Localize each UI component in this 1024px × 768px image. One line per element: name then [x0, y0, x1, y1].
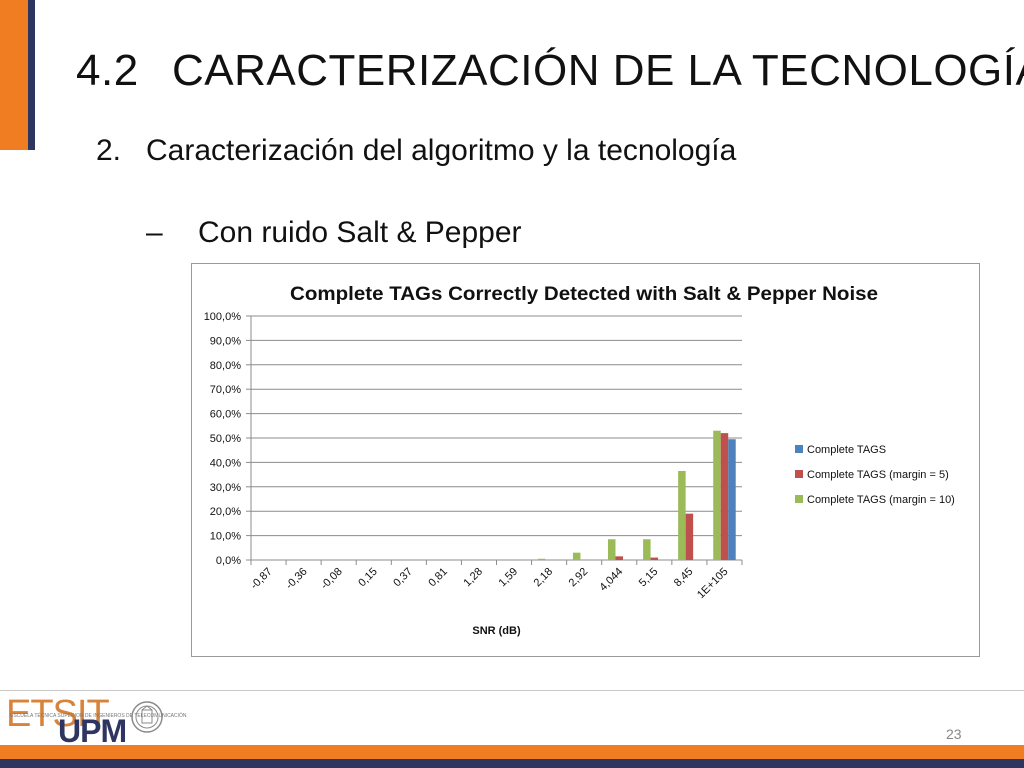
list-item-number: 2. [96, 134, 122, 167]
x-tick-label: 2,18 [532, 566, 556, 590]
legend-label: Complete TAGS (margin = 10) [807, 494, 955, 506]
bar [537, 558, 546, 560]
y-tick-label: 60,0% [210, 409, 241, 421]
x-tick-label: -0,36 [284, 566, 310, 592]
y-tick-label: 10,0% [210, 531, 241, 543]
x-tick-label: 1,28 [461, 566, 485, 590]
chart-title: Complete TAGs Correctly Detected with Sa… [290, 284, 878, 305]
bar [650, 557, 659, 560]
y-tick-label: 30,0% [210, 482, 241, 494]
bar [608, 539, 616, 560]
accent-bar-orange [0, 0, 28, 150]
bar-chart: Complete TAGs Correctly Detected with Sa… [204, 284, 955, 637]
y-tick-label: 50,0% [210, 433, 241, 445]
accent-bar-navy [28, 0, 35, 150]
x-tick-label: 4,044 [597, 566, 625, 594]
upm-logo: UPM [58, 713, 127, 749]
y-tick-label: 0,0% [216, 555, 241, 567]
legend-swatch [795, 445, 803, 453]
y-tick-label: 90,0% [210, 335, 241, 347]
etsit-logo-subtitle: ESCUELA TÉCNICA SUPERIOR DE INGENIEROS D… [10, 713, 187, 719]
y-tick-label: 20,0% [210, 506, 241, 518]
legend-label: Complete TAGS [807, 444, 886, 456]
bar [713, 430, 721, 560]
title-text: CARACTERIZACIÓN DE LA TECNOLOGÍA [172, 46, 1024, 95]
x-tick-label: 0,81 [426, 566, 450, 590]
bar [728, 439, 736, 560]
legend-swatch [795, 495, 803, 503]
bar [720, 433, 729, 560]
footer-bar-orange [0, 745, 1024, 759]
list-subitem: – Con ruido Salt & Pepper [146, 216, 522, 250]
chart-container: Complete TAGs Correctly Detected with Sa… [191, 263, 980, 657]
list-item-text: Caracterización del algoritmo y la tecno… [146, 134, 737, 167]
x-tick-label: 5,15 [637, 566, 661, 590]
x-axis-label: SNR (dB) [472, 625, 521, 637]
x-tick-label: 1,59 [497, 566, 521, 590]
y-tick-label: 100,0% [204, 311, 242, 323]
x-tick-label: -0,87 [248, 566, 274, 592]
etsit-logo: ETSIT [6, 693, 110, 735]
slide-title: 4.2 CARACTERIZACIÓN DE LA TECNOLOGÍA [76, 46, 1024, 96]
bar [572, 552, 581, 560]
x-tick-label: -0,08 [319, 566, 345, 592]
title-number: 4.2 [76, 46, 139, 95]
list-subitem-dash: – [146, 216, 163, 249]
legend-swatch [795, 470, 803, 478]
footer-bar-navy [0, 759, 1024, 768]
list-item-main: 2. Caracterización del algoritmo y la tec… [96, 134, 736, 168]
y-tick-label: 70,0% [210, 384, 241, 396]
footer-divider [0, 690, 1024, 691]
x-tick-label: 8,45 [672, 566, 696, 590]
bar [685, 513, 694, 560]
bar [643, 539, 651, 560]
university-seal-icon [131, 701, 163, 733]
y-tick-label: 80,0% [210, 360, 241, 372]
page-number: 23 [946, 726, 962, 742]
y-tick-label: 40,0% [210, 457, 241, 469]
x-tick-label: 0,15 [356, 566, 380, 590]
list-subitem-text: Con ruido Salt & Pepper [198, 216, 522, 249]
legend-label: Complete TAGS (margin = 5) [807, 469, 949, 481]
x-tick-label: 2,92 [567, 566, 591, 590]
bar [615, 556, 623, 560]
x-tick-label: 0,37 [391, 566, 415, 590]
bar [678, 470, 686, 560]
x-tick-label: 1E+105 [695, 566, 731, 602]
